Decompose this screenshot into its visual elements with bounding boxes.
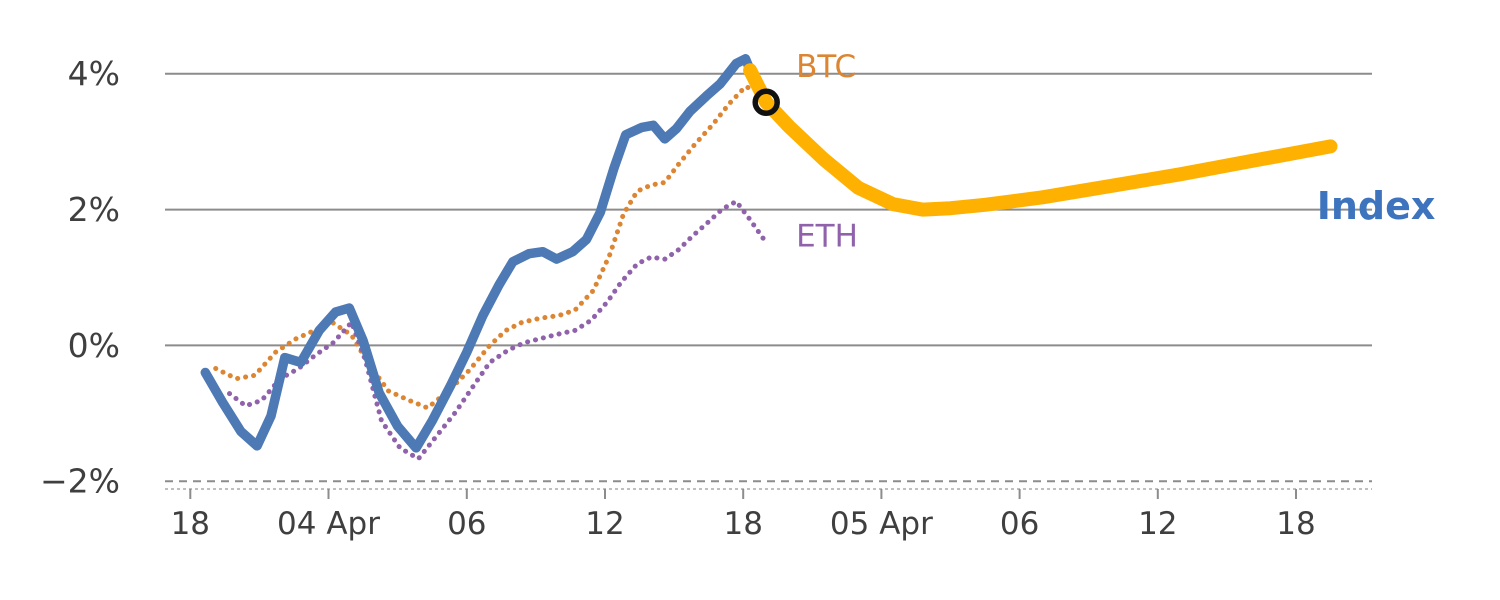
x-tick-label: 18 (1276, 506, 1315, 542)
y-tick-label: −2% (40, 462, 120, 501)
current-point-marker (752, 88, 780, 117)
x-tick-label: 18 (171, 506, 210, 542)
x-tick-label: 06 (447, 506, 486, 542)
x-tick-label: 12 (585, 506, 624, 542)
y-tick-label: 4% (68, 54, 120, 93)
x-tick-label: 12 (1138, 506, 1177, 542)
x-tick-label: 18 (723, 506, 762, 542)
index-label: Index (1317, 184, 1436, 228)
y-tick-label: 0% (68, 326, 120, 365)
eth-line (227, 198, 767, 462)
x-tick-label: 05 Apr (830, 506, 933, 542)
x-tick-label: 04 Apr (277, 506, 380, 542)
index-forecast-line (743, 63, 1338, 217)
index-line (200, 54, 762, 453)
btc-label: BTC (796, 49, 856, 85)
eth-label: ETH (796, 219, 858, 255)
y-tick-label: 2% (68, 190, 120, 229)
x-tick-label: 06 (1000, 506, 1039, 542)
